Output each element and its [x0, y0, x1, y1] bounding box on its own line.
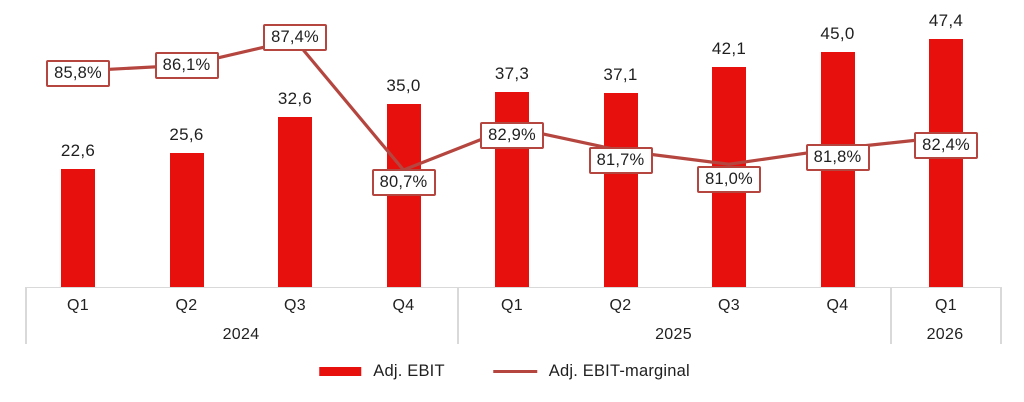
- axis-divider: [457, 286, 459, 344]
- margin-label-box: 81,8%: [805, 144, 870, 172]
- quarter-label-q3-6: Q3: [718, 297, 740, 314]
- margin-label-box: 86,1%: [154, 51, 219, 79]
- bar-Q2-1: [169, 153, 204, 287]
- bar-Q1-0: [61, 168, 95, 287]
- margin-label-box: 85,8%: [46, 59, 110, 87]
- legend-label-adj-ebit: Adj. EBIT: [373, 362, 445, 380]
- bar-value-label: 22,6: [60, 140, 96, 160]
- quarter-label-q2-1: Q2: [175, 297, 198, 314]
- quarter-label-q1-8: Q1: [935, 297, 957, 314]
- quarter-label-q3-2: Q3: [284, 297, 306, 314]
- margin-label-box: 82,9%: [480, 121, 544, 149]
- margin-label-box: 80,7%: [371, 169, 436, 197]
- quarter-label-q4-7: Q4: [826, 297, 849, 314]
- bar-Q1-8: [929, 39, 963, 287]
- bar-value-label: 47,4: [928, 11, 964, 31]
- bar-value-label: 32,6: [277, 88, 313, 108]
- quarter-label-q4-3: Q4: [392, 297, 415, 314]
- legend-line-swatch-icon: [492, 369, 537, 374]
- quarter-label-q1-0: Q1: [67, 297, 89, 314]
- bar-value-label: 45,0: [820, 23, 855, 43]
- margin-label-box: 82,4%: [914, 131, 978, 159]
- bar-value-label: 35,0: [386, 75, 421, 95]
- bar-Q3-2: [278, 116, 312, 287]
- bar-value-label: 25,6: [169, 125, 204, 145]
- legend: Adj. EBIT Adj. EBIT-marginal: [319, 362, 690, 381]
- year-label-2026: 2026: [926, 326, 964, 343]
- quarter-label-q1-4: Q1: [501, 297, 523, 314]
- margin-label-box: 87,4%: [263, 23, 327, 51]
- axis-divider: [1000, 286, 1002, 344]
- bar-value-label: 37,3: [494, 63, 530, 83]
- axis-divider: [890, 286, 892, 344]
- quarter-label-q2-5: Q2: [609, 297, 632, 314]
- bar-value-label: 37,1: [603, 64, 638, 84]
- bar-value-label: 42,1: [711, 38, 747, 58]
- margin-label-box: 81,7%: [588, 147, 653, 175]
- margin-label-box: 81,0%: [697, 165, 761, 193]
- x-axis-baseline: [25, 286, 1000, 288]
- year-label-2025: 2025: [655, 326, 692, 343]
- axis-divider: [25, 286, 27, 344]
- bar-Q2-5: [603, 92, 638, 287]
- year-label-2024: 2024: [222, 326, 260, 343]
- legend-label-adj-ebit-marginal: Adj. EBIT-marginal: [548, 362, 690, 380]
- legend-bar-swatch-icon: [319, 367, 362, 376]
